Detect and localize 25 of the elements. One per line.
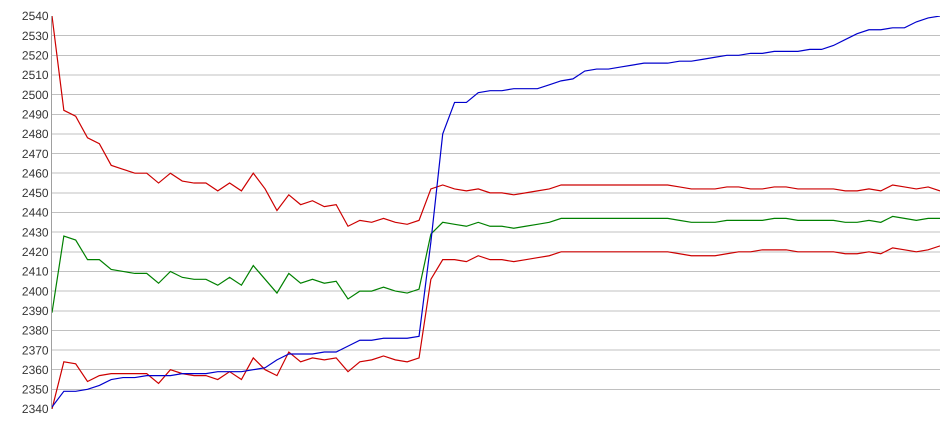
- y-tick-label: 2530: [22, 28, 49, 43]
- y-tick-label: 2460: [22, 166, 49, 180]
- y-tick-label: 2470: [22, 146, 49, 161]
- y-tick-label: 2500: [22, 88, 49, 102]
- line-series: [52, 245, 940, 409]
- y-tick-label: 2520: [22, 48, 49, 62]
- y-tick-label: 2380: [22, 324, 49, 338]
- line-series: [52, 16, 940, 408]
- y-tick-label: 2510: [22, 68, 49, 82]
- y-tick-label: 2450: [22, 186, 49, 200]
- y-tick-label: 2360: [22, 362, 49, 377]
- y-tick-label: 2390: [22, 304, 49, 318]
- y-tick-label: 2370: [22, 343, 49, 358]
- y-tick-label: 2340: [22, 402, 49, 416]
- y-tick-label: 2430: [22, 225, 49, 240]
- y-tick-label: 2540: [22, 9, 49, 24]
- y-tick-label: 2400: [22, 284, 49, 298]
- y-tick-label: 2490: [22, 107, 49, 122]
- line-series: [52, 16, 940, 227]
- y-tick-label: 2480: [22, 127, 49, 142]
- y-tick-label: 2420: [22, 245, 49, 259]
- line-series: [52, 216, 940, 314]
- y-tick-label: 2410: [22, 264, 49, 279]
- y-tick-label: 2350: [22, 382, 49, 397]
- y-tick-label: 2440: [22, 206, 49, 220]
